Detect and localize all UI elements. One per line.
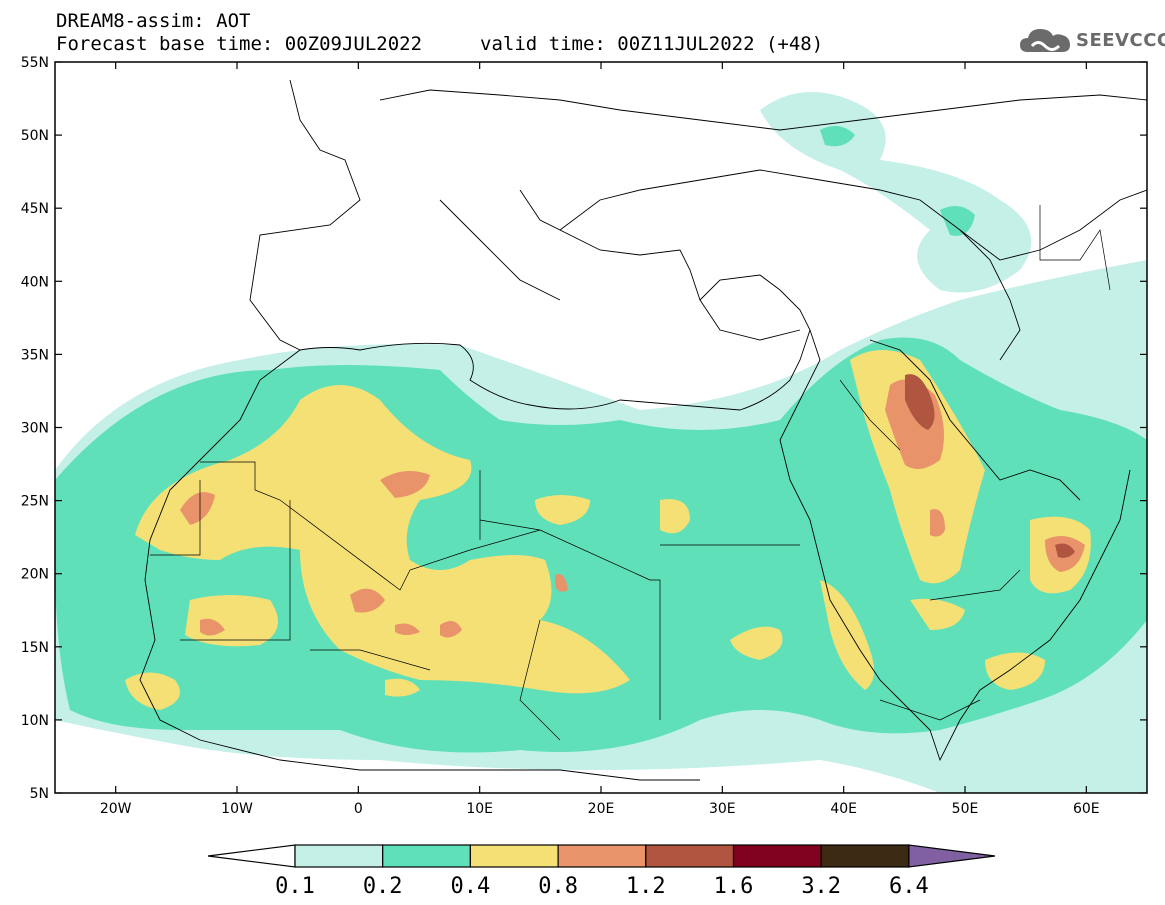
lat-tick-label: 20N bbox=[21, 567, 49, 583]
colorbar-segment bbox=[469, 844, 559, 868]
colorbar-label: 0.4 bbox=[451, 874, 491, 899]
valid-time: valid time: 00Z11JUL2022 (+48) bbox=[480, 33, 824, 55]
borders bbox=[150, 205, 1111, 741]
lat-tick-label: 10N bbox=[21, 713, 49, 729]
aot-level-1.2 bbox=[905, 374, 1075, 558]
lat-tick-label: 40N bbox=[21, 274, 49, 290]
colorbar: 0.1 0.2 0.4 0.8 1.2 1.6 3.2 6.4 bbox=[207, 844, 996, 899]
colorbar-low-arrow bbox=[207, 844, 296, 868]
aot-field bbox=[55, 92, 1147, 793]
lat-tick-label: 45N bbox=[21, 201, 49, 217]
lon-tick-label: 10E bbox=[466, 801, 493, 817]
lon-tick-label: 10W bbox=[221, 801, 253, 817]
base-time: Forecast base time: 00Z09JUL2022 bbox=[56, 33, 423, 55]
lon-tick-label: 20W bbox=[100, 801, 132, 817]
colorbar-label: 6.4 bbox=[889, 874, 929, 899]
coastlines bbox=[139, 79, 1147, 781]
lon-tick-label: 20E bbox=[588, 801, 615, 817]
colorbar-segment bbox=[382, 844, 472, 868]
cloud-icon bbox=[1020, 29, 1070, 52]
lat-tick-label: 35N bbox=[21, 347, 49, 363]
aot-level-0.4 bbox=[125, 350, 1091, 710]
lat-tick-label: 15N bbox=[21, 640, 49, 656]
lon-tick-label: 60E bbox=[1073, 801, 1100, 817]
colorbar-high-arrow bbox=[908, 844, 996, 868]
longitude-axis: 20W 10W 0 10E 20E 30E 40E 50E 60E bbox=[100, 62, 1100, 817]
colorbar-label: 1.6 bbox=[714, 874, 754, 899]
seevccc-logo: SEEVCCC bbox=[1018, 24, 1165, 58]
colorbar-label: 0.8 bbox=[538, 874, 578, 899]
lat-tick-label: 30N bbox=[21, 421, 49, 437]
colorbar-label: 0.2 bbox=[363, 874, 403, 899]
lat-tick-label: 55N bbox=[21, 55, 49, 71]
lat-tick-label: 50N bbox=[21, 128, 49, 144]
latitude-axis: 55N 50N 45N 40N 35N 30N 25N 20N 15N 10N 5N bbox=[21, 55, 1147, 802]
lat-tick-label: 5N bbox=[30, 786, 49, 802]
lon-tick-label: 0 bbox=[354, 801, 363, 817]
lon-tick-label: 30E bbox=[709, 801, 736, 817]
colorbar-segment bbox=[820, 844, 910, 868]
lon-tick-label: 50E bbox=[952, 801, 979, 817]
product-title: DREAM8-assim: AOT bbox=[56, 10, 251, 32]
colorbar-segment bbox=[294, 844, 384, 868]
lat-tick-label: 25N bbox=[21, 494, 49, 510]
lon-tick-label: 40E bbox=[830, 801, 857, 817]
logo-text: SEEVCCC bbox=[1076, 30, 1165, 51]
colorbar-segment bbox=[732, 844, 822, 868]
colorbar-label: 0.1 bbox=[275, 874, 315, 899]
colorbar-segment bbox=[645, 844, 735, 868]
colorbar-label: 1.2 bbox=[626, 874, 666, 899]
colorbar-segment bbox=[557, 844, 647, 868]
colorbar-label: 3.2 bbox=[801, 874, 841, 899]
